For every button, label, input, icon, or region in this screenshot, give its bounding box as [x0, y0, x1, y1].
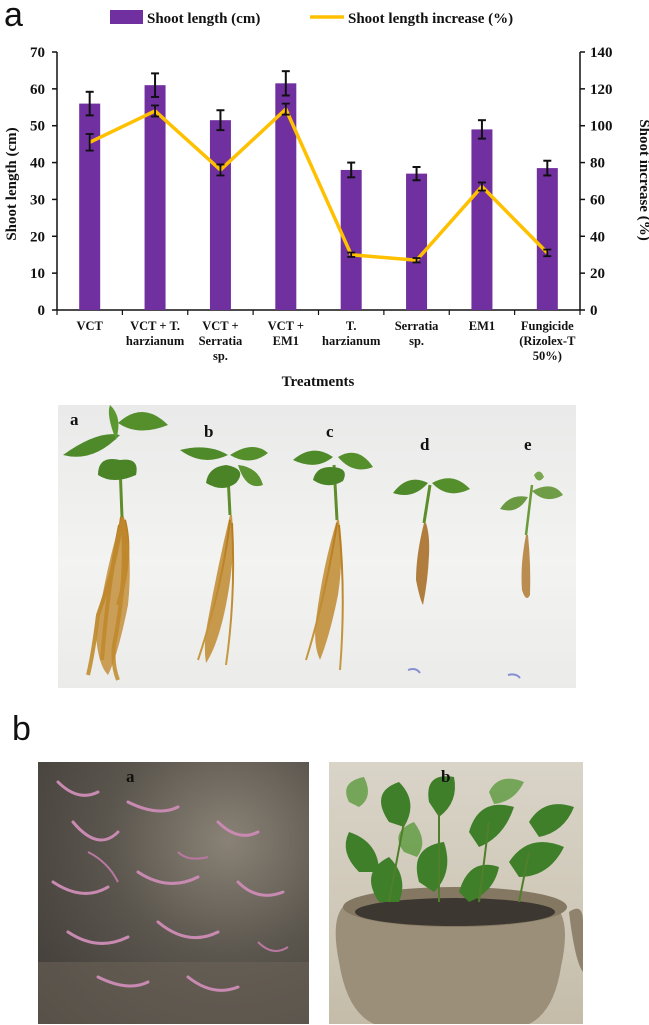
y-tick-label: 0 — [38, 303, 46, 319]
line-series — [85, 102, 552, 264]
y2-tick-label: 0 — [590, 303, 598, 319]
y-tick-label: 10 — [30, 266, 45, 282]
soil-illustration: a — [38, 767, 309, 1024]
x-tick-label: Fungicide (Rizolex-T 50%) — [519, 319, 576, 363]
bar — [209, 120, 231, 310]
chart-legend: Shoot length (cm) Shoot length increase (… — [110, 10, 513, 27]
seedling-a: a — [63, 405, 168, 681]
line-path — [88, 107, 549, 262]
panel-label-b: b — [12, 710, 31, 748]
bar — [79, 103, 101, 310]
y-axis-title: Shoot length (cm) — [4, 127, 20, 240]
x-tick-labels: VCT VCT + T. harzianum VCT + Serratia sp. VCT … — [76, 319, 576, 363]
y2-tick-label: 20 — [590, 266, 605, 282]
seedling-e: e — [500, 435, 563, 599]
photo-b-label-b: b — [441, 767, 450, 786]
legend-label-bar: Shoot length (cm) — [147, 11, 260, 27]
bar — [144, 85, 166, 311]
x-tick-label: T. harzianum — [322, 319, 381, 348]
seedling-d: d — [393, 435, 470, 605]
seedlings-photo: a b c d — [58, 405, 576, 688]
bar — [275, 83, 297, 310]
x-tick-label: VCT + Serratia sp. — [199, 319, 243, 363]
shoot-length-chart: Shoot length (cm) Shoot length increase (… — [4, 10, 649, 390]
x-tick-label: EM1 — [469, 319, 495, 333]
y2-axis-title: Shoot increase (%) — [636, 119, 649, 240]
bar — [471, 129, 493, 310]
x-tick-label: VCT + EM1 — [268, 319, 304, 348]
y2-tick-label: 60 — [590, 192, 605, 208]
x-tick-label: VCT + T. harzianum — [126, 319, 185, 348]
y-tick-label: 70 — [30, 45, 45, 61]
seedling-label-c: c — [326, 422, 334, 441]
chart-axes: 0 10 20 30 40 50 60 70 0 20 40 60 80 100 120 140 — [30, 45, 613, 319]
seedling-label-b: b — [204, 422, 213, 441]
x-tick-label: Serratia sp. — [395, 319, 439, 348]
seedling-b: b — [180, 422, 268, 666]
y2-tick-label: 120 — [590, 82, 613, 98]
x-axis-title: Treatments — [282, 374, 355, 390]
legend-swatch-bar — [110, 10, 143, 24]
soil-worms-photo: a — [38, 762, 309, 1024]
legend-label-line: Shoot length increase (%) — [348, 11, 513, 27]
y-tick-label: 30 — [30, 192, 45, 208]
seedling-label-d: d — [420, 435, 430, 454]
seedling-label-e: e — [524, 435, 532, 454]
y2-tick-label: 100 — [590, 119, 613, 135]
y2-tick-label: 80 — [590, 156, 605, 172]
bar — [536, 168, 558, 310]
pot-illustration: b — [335, 767, 583, 1024]
seedling-label-a: a — [70, 410, 79, 429]
y-tick-label: 40 — [30, 156, 45, 172]
bar — [406, 173, 428, 310]
y-tick-label: 60 — [30, 82, 45, 98]
seedling-c: c — [293, 422, 373, 671]
y-tick-label: 50 — [30, 119, 45, 135]
seedlings-illustration: a b c d — [63, 405, 563, 681]
photo-b-label-a: a — [126, 767, 135, 786]
y2-tick-label: 140 — [590, 45, 613, 61]
potted-plant-photo: b — [329, 762, 583, 1024]
panel-label-a: a — [4, 0, 23, 34]
y2-tick-label: 40 — [590, 229, 605, 245]
y-tick-label: 20 — [30, 229, 45, 245]
bar-series — [79, 70, 558, 311]
bar — [340, 169, 362, 310]
x-tick-label: VCT — [76, 319, 103, 333]
